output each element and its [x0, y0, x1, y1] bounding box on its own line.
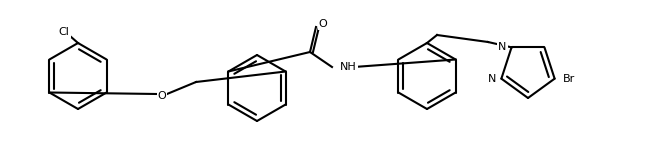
Text: O: O [319, 19, 327, 29]
Text: Cl: Cl [58, 27, 69, 37]
Text: N: N [488, 74, 496, 84]
Text: N: N [498, 42, 506, 52]
Text: O: O [158, 91, 166, 101]
Text: NH: NH [340, 62, 357, 72]
Text: Br: Br [563, 74, 575, 84]
